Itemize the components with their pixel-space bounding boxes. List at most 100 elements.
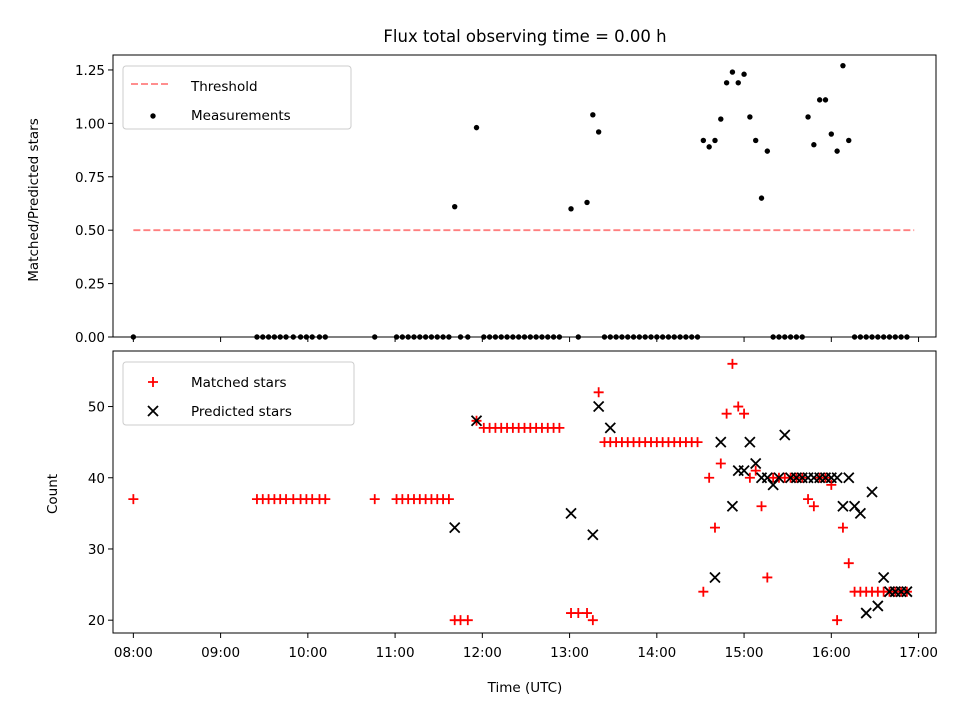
matched-star-point: [733, 401, 744, 412]
predicted-star-point: [593, 400, 605, 413]
legend-measurement-swatch: [150, 113, 156, 119]
top-panel: Matched/Predicted stars 0.00 0.25 0.50 0.75…: [26, 54, 937, 346]
measurement-point: [700, 137, 707, 144]
predicted-star-point: [878, 571, 890, 584]
measurement-point: [723, 80, 730, 86]
y-tick-label: 0.00: [75, 330, 105, 346]
legend-label: Predicted stars: [191, 404, 292, 420]
measurement-point: [595, 129, 602, 135]
legend-predicted-swatch: [147, 405, 159, 417]
matched-star-point: [744, 472, 755, 483]
matched-star-point: [750, 465, 761, 476]
matched-star-point: [698, 586, 709, 597]
predicted-star-point: [604, 422, 616, 434]
matched-star-point: [756, 501, 767, 512]
matched-star-point: [837, 522, 848, 533]
predicted-star-point: [854, 507, 867, 520]
plot-area: [128, 358, 913, 626]
y-tick-label: 20: [88, 613, 105, 629]
x-tick-label: 17:00: [899, 645, 938, 661]
x-tick-label: 11:00: [376, 645, 415, 661]
measurement-point: [752, 137, 759, 144]
matched-star-point: [573, 608, 584, 619]
legend-label: Measurements: [191, 108, 291, 124]
predicted-star-point: [831, 472, 843, 484]
y-tick-label: 30: [88, 542, 105, 558]
matched-star-point: [704, 472, 715, 483]
matched-star-point: [320, 494, 331, 505]
matched-star-point: [554, 422, 565, 433]
measurement-point: [805, 114, 811, 120]
x-tick-label: 10:00: [288, 645, 327, 661]
predicted-star-point: [715, 436, 727, 448]
measurement-point: [706, 144, 712, 150]
y-tick-label: 1.00: [75, 116, 105, 132]
legend-label: Matched stars: [191, 375, 287, 391]
legend-matched-swatch: [148, 377, 158, 387]
predicted-star-point: [761, 472, 773, 484]
x-axis-label: Time (UTC): [487, 680, 563, 696]
legend-box: [122, 65, 352, 130]
predicted-star-point: [587, 529, 599, 541]
x-tick-label: 08:00: [114, 645, 153, 661]
matched-star-point: [843, 558, 854, 569]
y-tick-label: 0.25: [75, 277, 105, 293]
predicted-star-point: [872, 600, 884, 612]
matched-star-point: [715, 458, 726, 469]
measurement-point: [473, 124, 480, 131]
matched-star-point: [128, 494, 139, 505]
measurement-point: [712, 137, 718, 144]
legend-label: Threshold: [190, 79, 258, 95]
y-tick-label: 50: [88, 400, 105, 416]
matched-star-point: [582, 608, 593, 619]
predicted-star-point: [726, 500, 739, 512]
measurement-point: [846, 137, 852, 144]
matched-star-point: [832, 615, 843, 626]
predicted-star-point: [744, 436, 756, 448]
matched-star-point: [593, 387, 604, 398]
x-tick-label: 16:00: [812, 645, 851, 661]
legend-box: [122, 361, 355, 426]
predicted-star-point: [866, 486, 878, 498]
measurement-point: [718, 116, 724, 122]
measurement-point: [811, 142, 817, 148]
matched-star-point: [727, 358, 738, 369]
x-tick-label: 15:00: [725, 645, 764, 661]
matched-star-point: [369, 494, 380, 505]
predicted-star-point: [901, 586, 913, 598]
matched-star-point: [462, 615, 473, 626]
predicted-star-point: [767, 479, 779, 491]
measurement-point: [590, 112, 596, 118]
bottom-y-axis-label: Count: [45, 474, 61, 514]
x-tick-label: 14:00: [637, 645, 676, 661]
matched-star-point: [803, 494, 814, 505]
measurement-point: [834, 148, 840, 154]
predicted-star-point: [779, 429, 791, 441]
predicted-star-point: [773, 472, 785, 484]
matched-star-point: [443, 494, 454, 505]
matched-star-point: [739, 408, 750, 419]
predicted-star-point: [837, 500, 849, 512]
matched-star-point: [762, 572, 773, 583]
axes-frame: [112, 350, 937, 634]
top-y-axis-label: Matched/Predicted stars: [26, 118, 42, 281]
measurement-point: [747, 114, 753, 120]
matched-star-point: [826, 479, 837, 490]
predicted-star-point: [449, 521, 461, 534]
bottom-panel: Count Time (UTC) 20 30 40 50 08:00 09:00 10:00…: [45, 350, 938, 696]
predicted-star-point: [738, 464, 750, 477]
measurement-point: [822, 97, 829, 103]
measurement-point: [729, 69, 736, 75]
measurement-point: [568, 206, 574, 212]
y-tick-label: 0.50: [75, 223, 105, 239]
measurement-point: [758, 195, 765, 201]
predicted-star-point: [750, 457, 762, 470]
measurement-point: [735, 80, 741, 86]
predicted-star-point: [470, 415, 483, 427]
matched-star-point: [721, 408, 732, 419]
matched-star-point: [709, 522, 720, 533]
predicted-star-point: [860, 607, 872, 619]
chart-title: Flux total observing time = 0.00 h: [383, 27, 666, 46]
measurement-point: [828, 131, 835, 137]
